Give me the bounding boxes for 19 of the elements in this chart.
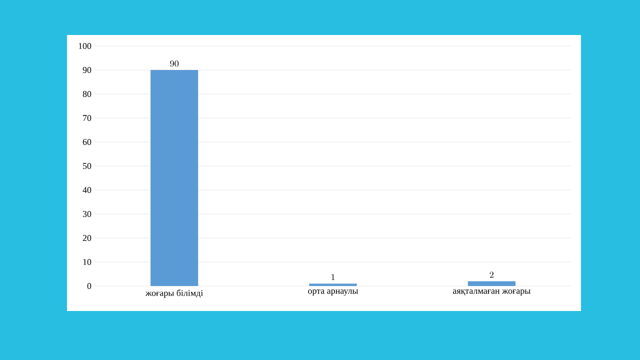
bar xyxy=(150,70,198,286)
bar xyxy=(468,281,516,286)
y-tick-label: 70 xyxy=(83,114,92,122)
data-label: 90 xyxy=(170,60,179,67)
y-tick-label: 30 xyxy=(82,210,92,218)
y-tick-label: 90 xyxy=(82,66,92,74)
y-tick-label: 40 xyxy=(82,186,92,194)
data-label: 2 xyxy=(490,272,494,278)
data-label: 1 xyxy=(332,274,335,280)
y-tick-label: 100 xyxy=(78,42,92,50)
y-tick-label: 0 xyxy=(87,282,92,290)
y-tick-label: 80 xyxy=(82,90,92,98)
x-tick-label: жоғары білімді xyxy=(146,290,203,298)
y-tick-label: 50 xyxy=(83,162,92,170)
y-tick-label: 60 xyxy=(82,138,92,146)
x-tick-label: орта арнаулы xyxy=(308,290,358,296)
y-tick-label: 20 xyxy=(82,234,92,242)
y-tick-label: 10 xyxy=(83,258,92,266)
x-tick-label: аяқталмаған жоғары xyxy=(453,290,530,296)
